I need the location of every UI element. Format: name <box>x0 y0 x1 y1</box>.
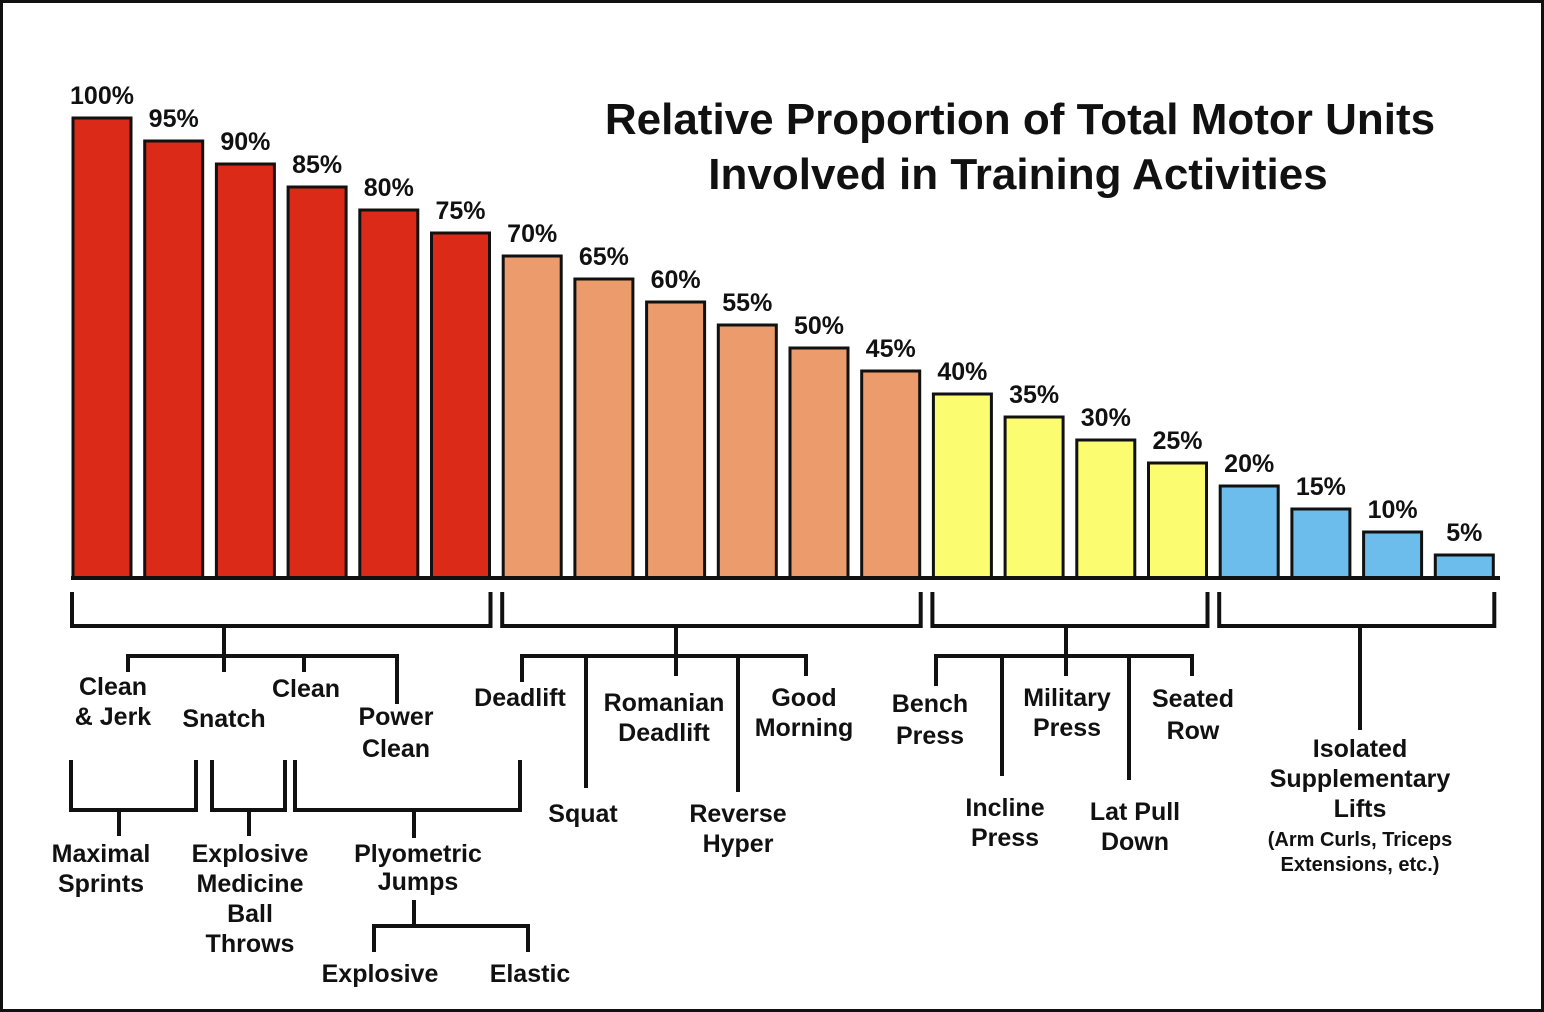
annot-good-morning-2: Morning <box>755 714 854 742</box>
bar-12 <box>860 369 922 580</box>
annot-clean: Clean <box>272 675 340 703</box>
value-label-17: 20% <box>1224 450 1274 478</box>
annot-deadlift: Deadlift <box>474 684 566 712</box>
annot-good-morning-1: Good <box>771 684 836 712</box>
bar-18 <box>1290 507 1352 580</box>
value-label-8: 65% <box>579 243 629 271</box>
annot-squat: Squat <box>548 800 618 828</box>
bar-16 <box>1147 461 1208 580</box>
bar-13 <box>931 392 993 580</box>
annot-bench-press-1: Bench <box>892 690 968 718</box>
value-label-7: 70% <box>507 220 557 248</box>
bar-17 <box>1218 484 1280 580</box>
value-label-18: 15% <box>1296 473 1346 501</box>
bar-6 <box>430 231 491 580</box>
bar-5 <box>358 208 420 580</box>
bracket-plyometric <box>293 760 522 812</box>
annot-incline-press-2: Press <box>971 824 1039 852</box>
value-label-1: 100% <box>70 82 134 110</box>
annot-isolated-2: Supplementary <box>1270 765 1451 793</box>
value-label-3: 90% <box>220 128 270 156</box>
value-label-2: 95% <box>149 105 199 133</box>
value-label-13: 40% <box>937 358 987 386</box>
annotation-tree-lines <box>69 626 1362 952</box>
value-label-6: 75% <box>435 197 485 225</box>
annot-explosive-throws-4: Throws <box>206 930 295 958</box>
annot-seated-row-2: Row <box>1167 717 1220 745</box>
bar-8 <box>573 277 635 580</box>
annot-elastic: Elastic <box>490 960 571 988</box>
bar-2 <box>143 139 205 580</box>
annot-bench-press-2: Press <box>896 722 964 750</box>
annot-lat-pull-down-2: Down <box>1101 828 1169 856</box>
chart-title-line-2: Involved in Training Activities <box>708 150 1327 199</box>
tree-orange <box>520 626 808 792</box>
value-label-14: 35% <box>1009 381 1059 409</box>
group-bracket-3 <box>930 592 1210 628</box>
annot-explosive-throws-1: Explosive <box>192 840 309 868</box>
bar-3 <box>214 162 276 580</box>
value-label-9: 60% <box>651 266 701 294</box>
value-label-4: 85% <box>292 151 342 179</box>
annot-maximal-sprints-1: Maximal <box>52 840 151 868</box>
annot-clean-jerk-1: Clean <box>79 673 147 701</box>
bar-4 <box>286 185 348 580</box>
group-bracket-2 <box>500 592 923 628</box>
chart-title-line-1: Relative Proportion of Total Motor Units <box>605 95 1435 144</box>
annot-seated-row-1: Seated <box>1152 685 1234 713</box>
group-bracket-1 <box>70 592 493 628</box>
annot-isolated-1: Isolated <box>1313 735 1407 763</box>
value-label-11: 50% <box>794 312 844 340</box>
annot-explosive: Explosive <box>322 960 439 988</box>
value-label-15: 30% <box>1081 404 1131 432</box>
annot-clean-jerk-2: & Jerk <box>75 703 152 731</box>
value-label-10: 55% <box>722 289 772 317</box>
annot-power-clean-1: Power <box>358 703 433 731</box>
bar-20 <box>1433 553 1495 580</box>
annot-explosive-throws-2: Medicine <box>197 870 304 898</box>
tree-yellow <box>934 626 1194 780</box>
annot-reverse-hyper-2: Hyper <box>703 830 774 858</box>
annot-incline-press-1: Incline <box>965 794 1044 822</box>
group-brackets <box>70 592 1497 628</box>
annot-romanian-2: Deadlift <box>618 719 710 747</box>
annot-reverse-hyper-1: Reverse <box>689 800 786 828</box>
bars-layer: 100% 95% 90% 85% 80% 75% 70% 65% 60% 55% 50% 45% 40%… <box>70 82 1495 580</box>
annot-lat-pull-down-1: Lat Pull <box>1090 798 1180 826</box>
annot-romanian-1: Romanian <box>604 689 725 717</box>
annot-isolated-3: Lifts <box>1334 795 1387 823</box>
annot-military-press-2: Press <box>1033 714 1101 742</box>
value-label-12: 45% <box>866 335 916 363</box>
bar-15 <box>1075 438 1137 580</box>
group-bracket-4 <box>1217 592 1497 628</box>
annot-power-clean-2: Clean <box>362 735 430 763</box>
annot-plyometric-2: Jumps <box>378 868 459 896</box>
annot-explosive-throws-3: Ball <box>227 900 273 928</box>
bar-1 <box>71 116 133 580</box>
annot-isolated-note-1: (Arm Curls, Triceps <box>1268 829 1453 851</box>
value-label-19: 10% <box>1368 496 1418 524</box>
value-label-5: 80% <box>364 174 414 202</box>
bracket-maximal-sprints <box>69 760 198 812</box>
bar-19 <box>1362 530 1424 580</box>
annot-snatch: Snatch <box>182 705 265 733</box>
bar-7 <box>501 254 563 580</box>
annot-maximal-sprints-2: Sprints <box>58 870 144 898</box>
tree-plyometric-subtypes <box>372 900 530 952</box>
tree-red <box>126 626 399 704</box>
annot-isolated-note-2: Extensions, etc.) <box>1281 854 1440 876</box>
bar-10 <box>716 323 778 580</box>
value-label-16: 25% <box>1152 427 1202 455</box>
annot-plyometric-1: Plyometric <box>354 840 482 868</box>
bar-9 <box>645 300 707 580</box>
annot-military-press-1: Military <box>1023 684 1111 712</box>
value-label-20: 5% <box>1446 519 1482 547</box>
annotations-layer: Clean & Jerk Snatch Clean Power Clean Ma… <box>52 673 1453 988</box>
bar-14 <box>1003 415 1065 580</box>
bar-11 <box>788 346 850 580</box>
